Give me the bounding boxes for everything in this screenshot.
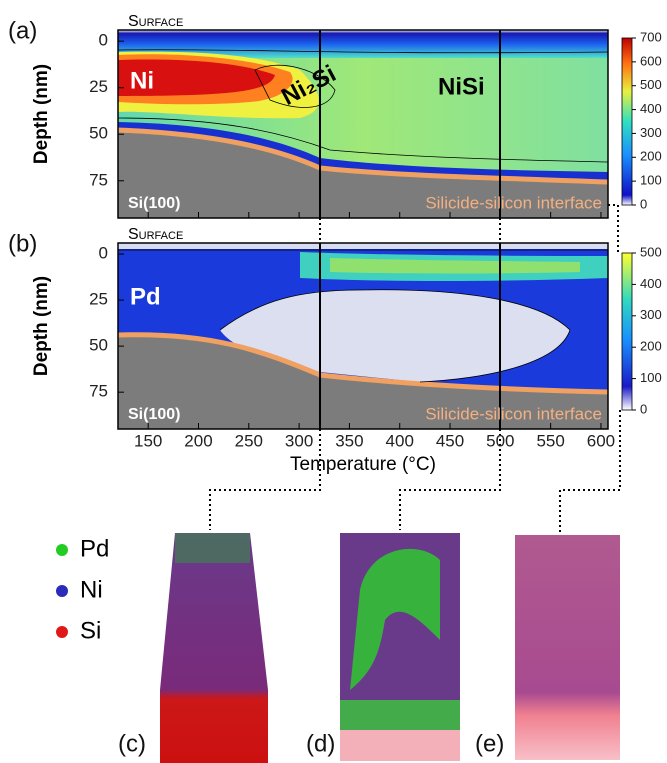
legend-label: Ni (80, 576, 103, 603)
x-tick-label: 600 (587, 431, 615, 450)
atom-map-e (515, 535, 620, 760)
y-tick-label: 75 (89, 170, 108, 189)
substrate-label: Si(100) (128, 195, 180, 212)
legend-label: Si (80, 617, 101, 644)
legend-marker (56, 585, 68, 597)
y-tick-label: 0 (99, 31, 108, 50)
x-tick-label: 300 (285, 431, 313, 450)
interface-label: Silicide-silicon interface (425, 193, 602, 212)
x-tick-label: 200 (184, 431, 212, 450)
colorbar-tick-label: 200 (640, 149, 662, 164)
y-axis-label: Depth (nm) (31, 276, 52, 376)
atom-map-c (160, 533, 268, 763)
heatmap-b (118, 243, 608, 429)
x-tick-label: 150 (134, 431, 162, 450)
legend-marker (56, 544, 68, 556)
surface-label: Surface (128, 226, 183, 243)
y-tick-label: 50 (89, 124, 108, 143)
colorbar-tick-label: 500 (640, 77, 662, 92)
x-tick-label: 500 (486, 431, 514, 450)
x-tick-label: 550 (536, 431, 564, 450)
panel-label: (c) (118, 730, 146, 757)
heatmap-a (118, 30, 608, 218)
panel-label: (a) (8, 17, 37, 44)
interface-label: Silicide-silicon interface (425, 404, 602, 423)
colorbar-tick-label: 200 (640, 339, 662, 354)
legend-label: Pd (80, 535, 109, 562)
connectors (209, 204, 621, 533)
x-tick-label: 250 (235, 431, 263, 450)
surface-label: Surface (128, 13, 183, 30)
colorbar-tick-label: 400 (640, 101, 662, 116)
panel-label: (b) (8, 230, 37, 257)
colorbar-tick-label: 700 (640, 29, 662, 44)
y-axis-label: Depth (nm) (31, 64, 52, 164)
x-tick-label: 400 (386, 431, 414, 450)
colorbar-tick-label: 300 (640, 125, 662, 140)
colorbar-a (621, 37, 633, 206)
colorbar-tick-label: 300 (640, 307, 662, 322)
x-axis-label: Temperature (°C) (290, 454, 436, 475)
colorbar-tick-label: 600 (640, 53, 662, 68)
colorbar-tick-label: 100 (640, 173, 662, 188)
phase-label: Ni (130, 67, 154, 94)
colorbar-tick-label: 0 (640, 196, 647, 211)
y-tick-label: 25 (89, 290, 108, 309)
y-tick-label: 50 (89, 336, 108, 355)
colorbar-tick-label: 0 (640, 401, 647, 416)
colorbar-tick-label: 500 (640, 244, 662, 259)
colorbar-tick-label: 100 (640, 370, 662, 385)
y-tick-label: 0 (99, 244, 108, 263)
colorbar-tick-label: 400 (640, 276, 662, 291)
x-tick-label: 350 (335, 431, 363, 450)
phase-label: NiSi (438, 73, 485, 100)
atom-map-d (340, 533, 460, 761)
phase-label: Pd (130, 283, 161, 310)
legend-marker (56, 626, 68, 638)
substrate-label: Si(100) (128, 406, 180, 423)
panel-label: (d) (306, 730, 335, 757)
x-tick-label: 450 (436, 431, 464, 450)
panel-label: (e) (475, 730, 504, 757)
y-tick-label: 75 (89, 382, 108, 401)
colorbar-b (621, 252, 633, 411)
y-tick-label: 25 (89, 77, 108, 96)
